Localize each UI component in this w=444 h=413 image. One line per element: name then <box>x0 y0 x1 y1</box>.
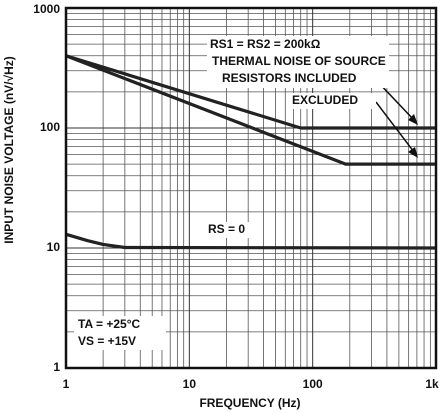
label-bg <box>288 93 376 109</box>
x-tick-label: 10 <box>183 377 197 391</box>
annotation: EXCLUDED <box>292 93 358 107</box>
annotation: TA = +25°C <box>78 317 140 331</box>
annotations: RS1 = RS2 = 200kΩ THERMAL NOISE OF SOURC… <box>74 36 389 350</box>
annotation: RS1 = RS2 = 200kΩ <box>210 37 321 51</box>
annotation: RESISTORS INCLUDED <box>222 71 357 85</box>
y-tick-label: 10 <box>47 240 61 254</box>
line <box>65 232 437 250</box>
annotation: VS = +15V <box>78 334 136 348</box>
annotation: RS = 0 <box>208 222 245 236</box>
lines <box>65 54 437 250</box>
arrow-head <box>408 147 418 158</box>
y-axis-label: INPUT NOISE VOLTAGE (nV/√Hz) <box>2 56 16 243</box>
annotation: THERMAL NOISE OF SOURCE <box>212 54 386 68</box>
x-axis-label: FREQUENCY (Hz) <box>199 396 300 410</box>
y-tick-label: 1 <box>53 360 60 374</box>
y-tick-label: 100 <box>40 120 60 134</box>
x-tick-label: 100 <box>303 377 323 391</box>
plot-frame <box>64 6 438 370</box>
y-tick-label: 1000 <box>33 2 60 16</box>
arrow <box>375 101 415 153</box>
label-bg <box>207 36 389 88</box>
arrow-head <box>408 114 418 125</box>
x-tick-label: 1 <box>63 377 70 391</box>
line <box>65 54 436 130</box>
label-bg <box>204 222 260 238</box>
line <box>65 54 436 166</box>
x-tick-label: 1k <box>425 377 439 391</box>
label-bg <box>74 316 166 350</box>
